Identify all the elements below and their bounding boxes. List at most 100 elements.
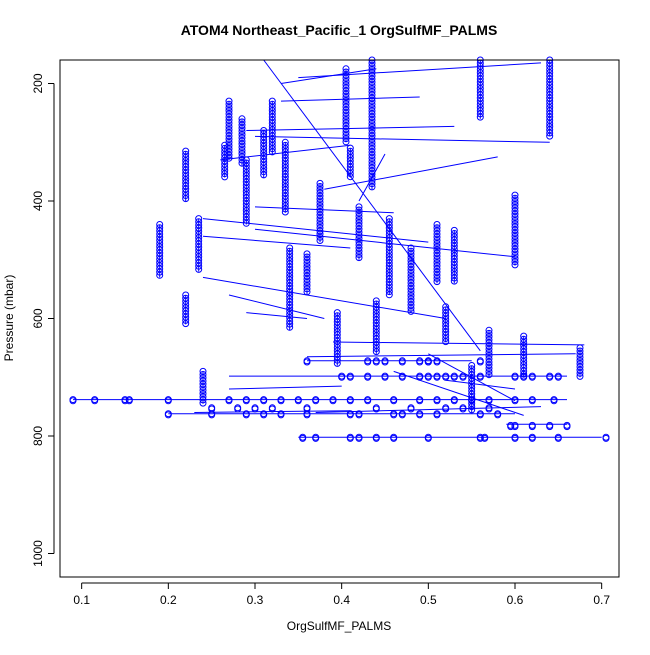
- data-point: [416, 397, 424, 405]
- series-line: [263, 59, 481, 352]
- data-point: [511, 423, 519, 431]
- data-point: [528, 423, 536, 431]
- data-point: [164, 411, 172, 419]
- data-point: [364, 373, 372, 381]
- data-point: [476, 358, 484, 366]
- series-line: [246, 125, 455, 131]
- data-point: [433, 373, 441, 381]
- data-point: [550, 397, 558, 405]
- data-point: [442, 373, 450, 381]
- data-point: [398, 358, 406, 366]
- data-point: [485, 397, 493, 405]
- y-tick-label: 600: [31, 308, 45, 328]
- data-point: [312, 434, 320, 442]
- data-point: [528, 434, 536, 442]
- data-point: [476, 411, 484, 419]
- y-tick-label: 400: [31, 191, 45, 211]
- data-point: [338, 373, 346, 381]
- data-point: [303, 405, 311, 413]
- y-axis-label: Pressure (mbar): [2, 275, 16, 362]
- data-point: [433, 411, 441, 419]
- data-point: [268, 405, 276, 413]
- data-point: [407, 405, 415, 413]
- data-point: [424, 434, 432, 442]
- data-point: [398, 373, 406, 381]
- series-line: [202, 235, 351, 249]
- data-point: [372, 358, 380, 366]
- data-point: [494, 411, 502, 419]
- x-tick-label: 0.5: [420, 593, 437, 607]
- data-point: [381, 358, 389, 366]
- data-point: [299, 434, 307, 442]
- data-point: [277, 397, 285, 405]
- chart-title: ATOM4 Northeast_Pacific_1 OrgSulfMF_PALM…: [181, 22, 498, 38]
- data-point: [390, 411, 398, 419]
- data-point: [416, 411, 424, 419]
- data-point: [364, 397, 372, 405]
- series-line: [202, 276, 446, 319]
- data-point: [433, 397, 441, 405]
- series-line: [306, 353, 576, 358]
- data-point: [416, 373, 424, 381]
- y-tick-label: 1000: [31, 540, 45, 567]
- data-point: [511, 434, 519, 442]
- data-point: [346, 397, 354, 405]
- data-point: [390, 434, 398, 442]
- x-tick-label: 0.2: [160, 593, 177, 607]
- data-point: [355, 411, 363, 419]
- data-point: [372, 434, 380, 442]
- data-point: [468, 397, 476, 405]
- data-point: [450, 397, 458, 405]
- series-line: [280, 96, 420, 102]
- data-point: [554, 373, 562, 381]
- data-layer: [69, 56, 610, 442]
- data-point: [416, 358, 424, 366]
- data-point: [476, 434, 484, 442]
- y-tick-label: 200: [31, 73, 45, 93]
- series-line: [254, 228, 516, 258]
- data-point: [485, 405, 493, 413]
- x-axis: 0.1 0.2 0.3 0.4 0.5 0.6 0.7: [73, 582, 610, 607]
- data-point: [208, 405, 216, 413]
- x-tick-label: 0.1: [73, 593, 90, 607]
- data-point: [602, 434, 610, 442]
- y-axis: 200 400 600 800 1000: [31, 73, 55, 567]
- data-point: [372, 405, 380, 413]
- data-point: [554, 434, 562, 442]
- series-line: [228, 294, 325, 319]
- data-point: [398, 411, 406, 419]
- data-point: [125, 397, 133, 405]
- data-point: [563, 423, 571, 431]
- data-point: [459, 373, 467, 381]
- series-line: [324, 156, 498, 190]
- series-line: [246, 312, 308, 319]
- data-point: [476, 373, 484, 381]
- series-line: [315, 406, 542, 413]
- y-tick-label: 800: [31, 426, 45, 446]
- data-point: [329, 397, 337, 405]
- data-point: [390, 397, 398, 405]
- x-tick-label: 0.7: [593, 593, 610, 607]
- data-point: [481, 434, 489, 442]
- data-point: [528, 397, 536, 405]
- data-point: [251, 405, 259, 413]
- data-point: [346, 411, 354, 419]
- data-point: [346, 434, 354, 442]
- series-line: [445, 379, 516, 390]
- data-point: [312, 397, 320, 405]
- data-point: [364, 358, 372, 366]
- data-point: [450, 373, 458, 381]
- data-point: [424, 373, 432, 381]
- data-point: [121, 397, 129, 405]
- data-point: [459, 405, 467, 413]
- series-line: [254, 135, 550, 143]
- data-point: [442, 405, 450, 413]
- data-point: [91, 397, 99, 405]
- data-point: [234, 405, 242, 413]
- data-point: [260, 397, 268, 405]
- data-point: [511, 373, 519, 381]
- data-point: [242, 397, 250, 405]
- series-line: [254, 206, 394, 214]
